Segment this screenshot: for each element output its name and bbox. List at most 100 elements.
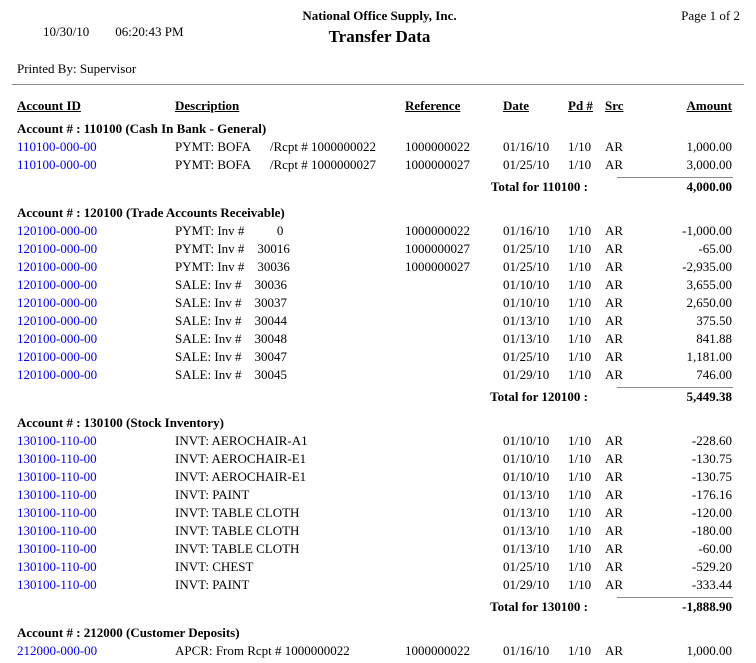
- account-id-link[interactable]: 110100-000-00: [17, 139, 97, 154]
- total-amount: -1,888.90: [617, 597, 733, 615]
- date-cell: 01/10/10: [503, 277, 550, 292]
- date-cell: 01/10/10: [503, 295, 550, 310]
- period-cell: 1/10: [568, 259, 592, 274]
- source-cell: AR: [605, 451, 624, 466]
- description-cell: INVT: PAINT: [175, 487, 250, 502]
- account-id-link[interactable]: 120100-000-00: [17, 259, 98, 274]
- col-header-account-id: Account ID: [17, 98, 81, 113]
- col-header-description: Description: [175, 98, 240, 113]
- amount-cell: -60.00: [698, 541, 732, 556]
- account-id-link[interactable]: 130100-110-00: [17, 523, 97, 538]
- period-cell: 1/10: [568, 469, 592, 484]
- amount-cell: -2,935.00: [682, 259, 732, 274]
- amount-cell: -120.00: [691, 505, 732, 520]
- account-id-link[interactable]: 120100-000-00: [17, 241, 98, 256]
- source-cell: AR: [605, 295, 624, 310]
- date-cell: 01/25/10: [480, 661, 550, 663]
- section-total-row: Total for 130100 : -1,888.90: [0, 597, 756, 617]
- source-cell: AR: [605, 523, 624, 538]
- transaction-row: 130100-110-00 INVT: AEROCHAIR-E1 01/10/1…: [0, 451, 756, 469]
- account-id-link[interactable]: 120100-000-00: [17, 223, 98, 238]
- section-total-row: Total for 110100 : 4,000.00: [0, 177, 756, 197]
- account-section: Account # : 212000 (Customer Deposits) 2…: [0, 625, 756, 663]
- period-cell: 1/10: [568, 139, 592, 154]
- source-cell: AR: [605, 367, 624, 382]
- account-id-link[interactable]: 130100-110-00: [17, 505, 97, 520]
- period-cell: 1/10: [568, 241, 592, 256]
- description-cell: INVT: TABLE CLOTH: [175, 541, 300, 556]
- company-name: National Office Supply, Inc.: [302, 8, 457, 23]
- source-cell: AR: [605, 277, 624, 292]
- period-cell: 1/10: [568, 277, 592, 292]
- amount-cell: -180.00: [691, 523, 732, 538]
- account-id-link[interactable]: 120100-000-00: [17, 277, 98, 292]
- reference-cell: 1000000027: [405, 241, 470, 256]
- account-id-link[interactable]: 120100-000-00: [17, 349, 98, 364]
- description-cell: SALE: Inv # 30047: [175, 349, 287, 364]
- transaction-row: 120100-000-00 PYMT: Inv # 0 1000000022 0…: [0, 223, 756, 241]
- page-number: Page 1 of 2: [681, 8, 740, 23]
- print-time: 06:20:43 PM: [115, 24, 184, 39]
- account-id-link[interactable]: 110100-000-00: [17, 157, 97, 172]
- description-cell: SALE: Inv # 30048: [175, 331, 287, 346]
- description-cell: SALE: Inv # 30044: [175, 313, 287, 328]
- date-cell: 01/25/10: [503, 349, 550, 364]
- description-cell: PYMT: BOFA /Rcpt # 1000000022: [175, 139, 376, 154]
- description-cell: SALE: Inv # 30037: [175, 295, 287, 310]
- source-cell: AR: [605, 349, 624, 364]
- col-header-date: Date: [503, 98, 529, 113]
- account-id-link[interactable]: 120100-000-00: [17, 367, 98, 382]
- amount-cell: -1,000.00: [682, 223, 732, 238]
- section-heading: Account # : 130100 (Stock Inventory): [17, 415, 224, 430]
- account-id-link[interactable]: 120100-000-00: [17, 331, 98, 346]
- period-cell: 1/10: [568, 349, 592, 364]
- date-cell: 01/25/10: [503, 157, 550, 172]
- account-id-link[interactable]: 212000-000-00: [17, 661, 97, 663]
- source-cell: AR: [605, 505, 624, 520]
- account-id-link[interactable]: 212000-000-00: [17, 643, 98, 658]
- amount-cell: 3,655.00: [686, 277, 733, 292]
- amount-cell: -333.44: [691, 577, 732, 592]
- transaction-row: 130100-110-00 INVT: AEROCHAIR-A1 01/10/1…: [0, 433, 756, 451]
- date-cell: 01/25/10: [503, 259, 550, 274]
- transaction-row: 120100-000-00 SALE: Inv # 30037 01/10/10…: [0, 295, 756, 313]
- source-cell: AR: [605, 313, 624, 328]
- transaction-row: 120100-000-00 SALE: Inv # 30047 01/25/10…: [0, 349, 756, 367]
- amount-cell: 3,000.00: [686, 157, 733, 172]
- reference-cell: 1000000027: [405, 661, 480, 663]
- header-divider: [12, 84, 744, 85]
- account-id-link[interactable]: 130100-110-00: [17, 451, 97, 466]
- date-cell: 01/13/10: [503, 505, 550, 520]
- source-cell: AR: [605, 577, 624, 592]
- account-section: Account # : 110100 (Cash In Bank - Gener…: [0, 121, 756, 197]
- account-id-link[interactable]: 130100-110-00: [17, 469, 97, 484]
- description-cell: INVT: AEROCHAIR-E1: [175, 469, 307, 484]
- col-header-src: Src: [605, 98, 624, 113]
- date-cell: 01/13/10: [503, 331, 550, 346]
- report-header: 10/30/10 06:20:43 PM Printed By: Supervis…: [0, 0, 756, 77]
- source-cell: AR: [605, 487, 624, 502]
- source-cell: AR: [605, 541, 624, 556]
- transaction-row: 130100-110-00 INVT: TABLE CLOTH 01/13/10…: [0, 505, 756, 523]
- account-id-link[interactable]: 120100-000-00: [17, 295, 98, 310]
- print-date: 10/30/10: [43, 24, 90, 39]
- period-cell: 1/10: [568, 577, 592, 592]
- description-cell: INVT: AEROCHAIR-A1: [175, 433, 308, 448]
- account-id-link[interactable]: 130100-110-00: [17, 577, 97, 592]
- period-cell: 1/10: [568, 313, 592, 328]
- source-cell: AR: [605, 259, 624, 274]
- period-cell: 1/10: [568, 331, 592, 346]
- source-cell: AR: [605, 331, 624, 346]
- col-header-amount: Amount: [686, 98, 732, 113]
- account-id-link[interactable]: 130100-110-00: [17, 559, 97, 574]
- account-id-link[interactable]: 130100-110-00: [17, 433, 97, 448]
- description-cell: PYMT: Inv # 30036: [175, 259, 290, 274]
- period-cell: 1/10: [568, 541, 592, 556]
- account-id-link[interactable]: 130100-110-00: [17, 541, 97, 556]
- col-header-pd: Pd #: [568, 98, 593, 113]
- account-id-link[interactable]: 120100-000-00: [17, 313, 98, 328]
- total-label: Total for 130100 :: [490, 599, 588, 614]
- account-id-link[interactable]: 130100-110-00: [17, 487, 97, 502]
- description-cell: INVT: AEROCHAIR-E1: [175, 451, 307, 466]
- transaction-row: 130100-110-00 INVT: PAINT 01/13/10 1/10 …: [0, 487, 756, 505]
